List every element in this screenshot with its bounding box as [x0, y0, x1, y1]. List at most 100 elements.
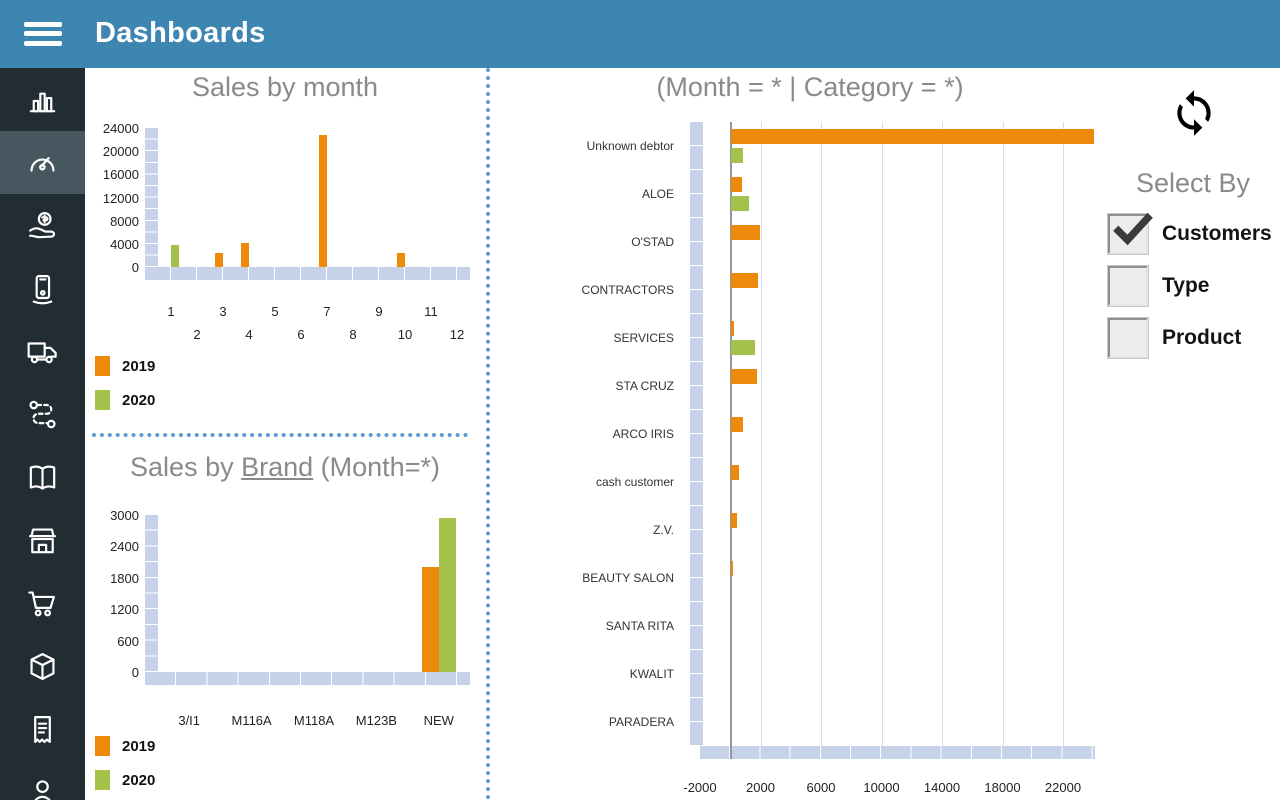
bar-2019-ALOE[interactable] — [731, 177, 742, 192]
sidebar-item-catalog-book[interactable] — [0, 446, 85, 509]
y-axis-tick-label: 12000 — [102, 190, 139, 206]
select-by-title: Select By — [1135, 168, 1251, 198]
bar-2020-Unknown debtor[interactable] — [731, 148, 744, 163]
bar-2019-ARCO IRIS[interactable] — [731, 417, 744, 432]
bar-2020-1[interactable] — [171, 244, 179, 267]
sales-by-brand-title: Sales by Brand (Month=*) — [85, 452, 485, 483]
store-icon — [29, 528, 56, 554]
route-map-icon — [29, 400, 56, 429]
x-axis-tick-label: 2000 — [746, 780, 775, 795]
bar-2019-cash customer[interactable] — [731, 465, 739, 480]
money-hand-icon — [29, 212, 56, 239]
bar-2020-SERVICES[interactable] — [731, 340, 756, 355]
legend-label-2020: 2020 — [122, 391, 156, 409]
bar-2019-STA CRUZ[interactable] — [731, 369, 757, 384]
bar-2019-O'STAD[interactable] — [731, 225, 760, 240]
delivery-truck-icon — [27, 342, 57, 364]
sidebar-item-store[interactable] — [0, 509, 85, 572]
sales-by-month-chart: 0 4000 8000 12000 16000 20000 24000 1 2 3 4 5 6 7 8 9 10… — [103, 121, 470, 342]
category-label: BEAUTY SALON — [582, 571, 674, 585]
x-axis-tick-label: 7 — [323, 304, 331, 319]
x-axis-tick-label: M116A — [231, 713, 272, 728]
x-axis-tick-label: 12 — [449, 327, 465, 342]
y-axis-tick-label: 16000 — [102, 167, 139, 183]
axis-band — [690, 122, 703, 746]
category-label: ARCO IRIS — [612, 427, 674, 441]
category-label: CONTRACTORS — [581, 283, 674, 297]
checkbox-product[interactable] — [1108, 318, 1148, 358]
category-label: Unknown debtor — [586, 139, 674, 153]
checkbox-customers[interactable] — [1108, 212, 1153, 254]
vertical-dotted-separator — [486, 68, 490, 800]
app-header: Dashboards — [0, 0, 1280, 68]
select-by-option-product[interactable]: Product — [1108, 316, 1241, 360]
y-axis-tick-label: 4000 — [110, 236, 139, 252]
axis-band — [700, 746, 1095, 759]
x-axis-tick-label: NEW — [423, 713, 454, 728]
bar-2019-CONTRACTORS[interactable] — [731, 273, 759, 288]
refresh-button[interactable] — [1168, 88, 1220, 138]
sidebar-item-delivery-truck[interactable] — [0, 320, 85, 383]
y-axis-tick-label: 1200 — [110, 602, 139, 618]
legend-item-2020: 2020 — [95, 390, 155, 410]
bar-2019-Unknown debtor[interactable] — [731, 129, 1095, 144]
bar-2019-4[interactable] — [241, 242, 249, 267]
sidebar-item-package[interactable] — [0, 635, 85, 698]
bar-2020-ALOE[interactable] — [731, 196, 750, 211]
customers-chart: -2000 2000 6000 10000 14000 18000 22000 Unknown… — [582, 122, 1095, 795]
x-axis-tick-label: 6 — [297, 327, 305, 342]
checkbox-type[interactable] — [1108, 266, 1148, 306]
bar-2019-SERVICES[interactable] — [731, 321, 735, 336]
bar-2019-NEW[interactable] — [421, 567, 439, 672]
category-label: Z.V. — [653, 523, 674, 537]
package-icon — [30, 653, 55, 680]
bar-2019-3[interactable] — [215, 252, 223, 267]
bar-2019-BEAUTY SALON[interactable] — [731, 561, 734, 576]
y-axis-tick-label: 20000 — [102, 144, 139, 160]
zero-axis-line — [730, 122, 733, 759]
legend-label-2019: 2019 — [122, 737, 156, 755]
legend-swatch-2020 — [95, 770, 110, 790]
select-by-option-customers[interactable]: Customers — [1108, 212, 1272, 256]
brand-title-prefix: Sales by — [130, 452, 242, 482]
legend-swatch-2019 — [95, 356, 110, 376]
sidebar-item-dashboard-gauge[interactable] — [0, 131, 85, 194]
x-axis-tick-label: 4 — [245, 327, 253, 342]
x-axis-tick-label: 22000 — [1044, 780, 1082, 795]
y-axis-tick-label: 24000 — [102, 121, 139, 136]
sidebar-item-mobile-order[interactable] — [0, 257, 85, 320]
x-axis-tick-label: 2 — [193, 327, 201, 342]
sidebar-item-receipt[interactable] — [0, 698, 85, 761]
gridline — [881, 122, 883, 746]
shopping-cart-icon — [28, 591, 55, 617]
y-axis-tick-label: 2400 — [110, 539, 139, 555]
sidebar-item-money-hand[interactable] — [0, 194, 85, 257]
select-by-option-type[interactable]: Type — [1108, 264, 1209, 308]
x-axis-tick-label: 1 — [167, 304, 175, 319]
receipt-icon — [34, 716, 51, 743]
dashboard-gauge-icon — [30, 157, 55, 172]
sidebar-item-route-map[interactable] — [0, 383, 85, 446]
gridline — [942, 122, 943, 746]
bar-2019-10[interactable] — [397, 253, 405, 267]
bar-2020-NEW[interactable] — [438, 517, 456, 672]
bar-2019-Z.V.[interactable] — [731, 513, 738, 528]
category-label: cash customer — [595, 475, 674, 489]
bar-2019-7[interactable] — [319, 134, 327, 267]
category-label: ALOE — [641, 187, 674, 201]
menu-icon[interactable] — [24, 17, 62, 51]
x-axis-tick-label: 3 — [219, 304, 227, 319]
sidebar-item-customer-person[interactable] — [0, 761, 85, 800]
x-axis-tick-label: 10000 — [863, 780, 900, 795]
sidebar-item-shopping-cart[interactable] — [0, 572, 85, 635]
brand-title-link[interactable]: Brand — [241, 452, 314, 482]
brand-title-suffix: (Month=*) — [313, 452, 440, 482]
x-axis-tick-label: 18000 — [984, 780, 1021, 795]
y-axis-tick-label: 1800 — [110, 570, 139, 586]
sidebar-item-bar-chart[interactable] — [0, 68, 85, 131]
customer-person-icon — [34, 780, 51, 800]
legend-label-2020: 2020 — [122, 771, 156, 789]
checkmark-icon — [1113, 212, 1153, 246]
x-axis-tick-label: -2000 — [683, 780, 717, 795]
